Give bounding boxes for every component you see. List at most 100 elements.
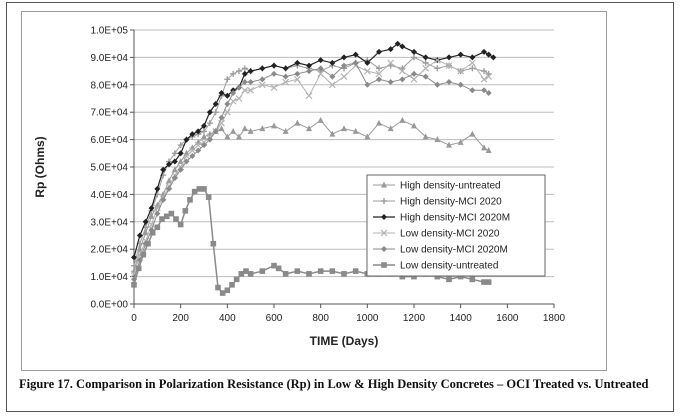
data-point (387, 59, 395, 67)
data-point (317, 57, 324, 64)
data-point (142, 218, 149, 225)
data-point (446, 141, 452, 148)
legend-label: Low density-MCI 2020M (400, 245, 508, 256)
data-point (177, 166, 184, 173)
data-point (329, 130, 336, 137)
y-tick-label: 8.0E+04 (90, 80, 128, 91)
y-tick-label: 3.0E+04 (90, 217, 128, 228)
x-tick-label: 400 (219, 313, 236, 324)
data-point (171, 166, 178, 173)
data-point (282, 78, 290, 86)
data-point (481, 144, 487, 151)
data-point (480, 75, 488, 83)
data-point (364, 59, 371, 66)
data-point (236, 84, 242, 91)
data-point (317, 116, 324, 123)
data-point (363, 67, 371, 75)
x-tick-label: 800 (312, 313, 329, 324)
data-point (341, 125, 347, 132)
data-point (341, 271, 347, 277)
data-point (236, 133, 242, 140)
data-point (259, 76, 266, 83)
data-point (376, 76, 382, 83)
data-point (399, 76, 406, 83)
data-point (210, 240, 217, 247)
data-point (422, 133, 429, 140)
data-point (422, 54, 429, 61)
data-point (171, 174, 178, 181)
data-point (387, 125, 394, 132)
data-point (243, 268, 249, 274)
y-tick-label: 2.0E+04 (90, 245, 128, 256)
data-point (410, 75, 418, 83)
data-point (187, 197, 193, 203)
data-point (446, 54, 452, 61)
legend-label: Low density-untreated (400, 261, 498, 272)
data-point (340, 73, 348, 81)
data-point (469, 65, 476, 72)
data-point (173, 216, 179, 222)
data-point (282, 73, 289, 80)
data-point (247, 127, 254, 134)
data-point (160, 196, 167, 203)
legend-marker (381, 262, 387, 268)
data-point (154, 224, 161, 231)
y-tick-label: 6.0E+04 (90, 135, 128, 146)
data-point (306, 271, 312, 277)
data-point (364, 133, 371, 140)
data-point (341, 54, 347, 61)
data-point (136, 232, 143, 239)
data-point (399, 43, 406, 50)
data-point (457, 138, 464, 145)
data-point (194, 141, 202, 149)
data-point (189, 131, 196, 138)
y-tick-label: 9.0E+04 (90, 53, 128, 64)
data-point (376, 65, 382, 72)
data-point (142, 229, 149, 236)
data-point (236, 68, 242, 75)
data-point (259, 268, 266, 274)
data-point (215, 284, 221, 291)
data-point (160, 166, 167, 173)
legend-marker (381, 214, 387, 220)
data-point (201, 128, 207, 135)
data-point (433, 56, 441, 64)
y-tick-label: 0.0E+00 (90, 300, 128, 311)
data-point (230, 70, 237, 77)
data-point (328, 81, 336, 89)
y-tick-label: 7.0E+04 (90, 108, 128, 119)
y-tick-label: 4.0E+04 (90, 190, 128, 201)
figure-frame: 0.0E+00 1.0E+04 2.0E+04 3.0E+04 4.0E+04 5.0E+… (6, 2, 674, 412)
data-point (352, 127, 359, 134)
legend-layer: High density-untreated High density-MCI 2… (366, 174, 546, 277)
data-point (411, 48, 417, 55)
data-point (282, 127, 289, 134)
data-point (230, 90, 237, 97)
legend-entry: Low density-untreated (373, 261, 498, 272)
legend-entry: High density-untreated (373, 181, 501, 192)
legend-entry: High density-MCI 2020 (373, 197, 502, 208)
data-point (195, 128, 202, 135)
data-point (177, 158, 184, 165)
data-point (205, 194, 212, 200)
data-point (317, 70, 325, 78)
data-point (131, 282, 137, 288)
data-point (177, 150, 184, 157)
figure-caption: Figure 17. Comparison in Polarization Re… (19, 377, 649, 391)
data-point (457, 81, 464, 88)
data-point (212, 100, 219, 107)
data-point (411, 122, 417, 129)
legend-label: Low density-MCI 2020 (400, 229, 500, 240)
data-point (481, 48, 487, 55)
chart-svg: 0.0E+00 1.0E+04 2.0E+04 3.0E+04 4.0E+04 5.0E+… (33, 26, 566, 349)
data-point (235, 95, 243, 102)
legend-entry: Low density-MCI 2020M (373, 245, 508, 256)
data-point (171, 150, 178, 157)
legend-marker (380, 229, 388, 237)
legend-marker (381, 198, 387, 204)
data-point (154, 185, 161, 192)
data-point (163, 213, 170, 220)
data-point (352, 51, 359, 58)
data-point (398, 67, 406, 75)
data-point (271, 262, 277, 269)
